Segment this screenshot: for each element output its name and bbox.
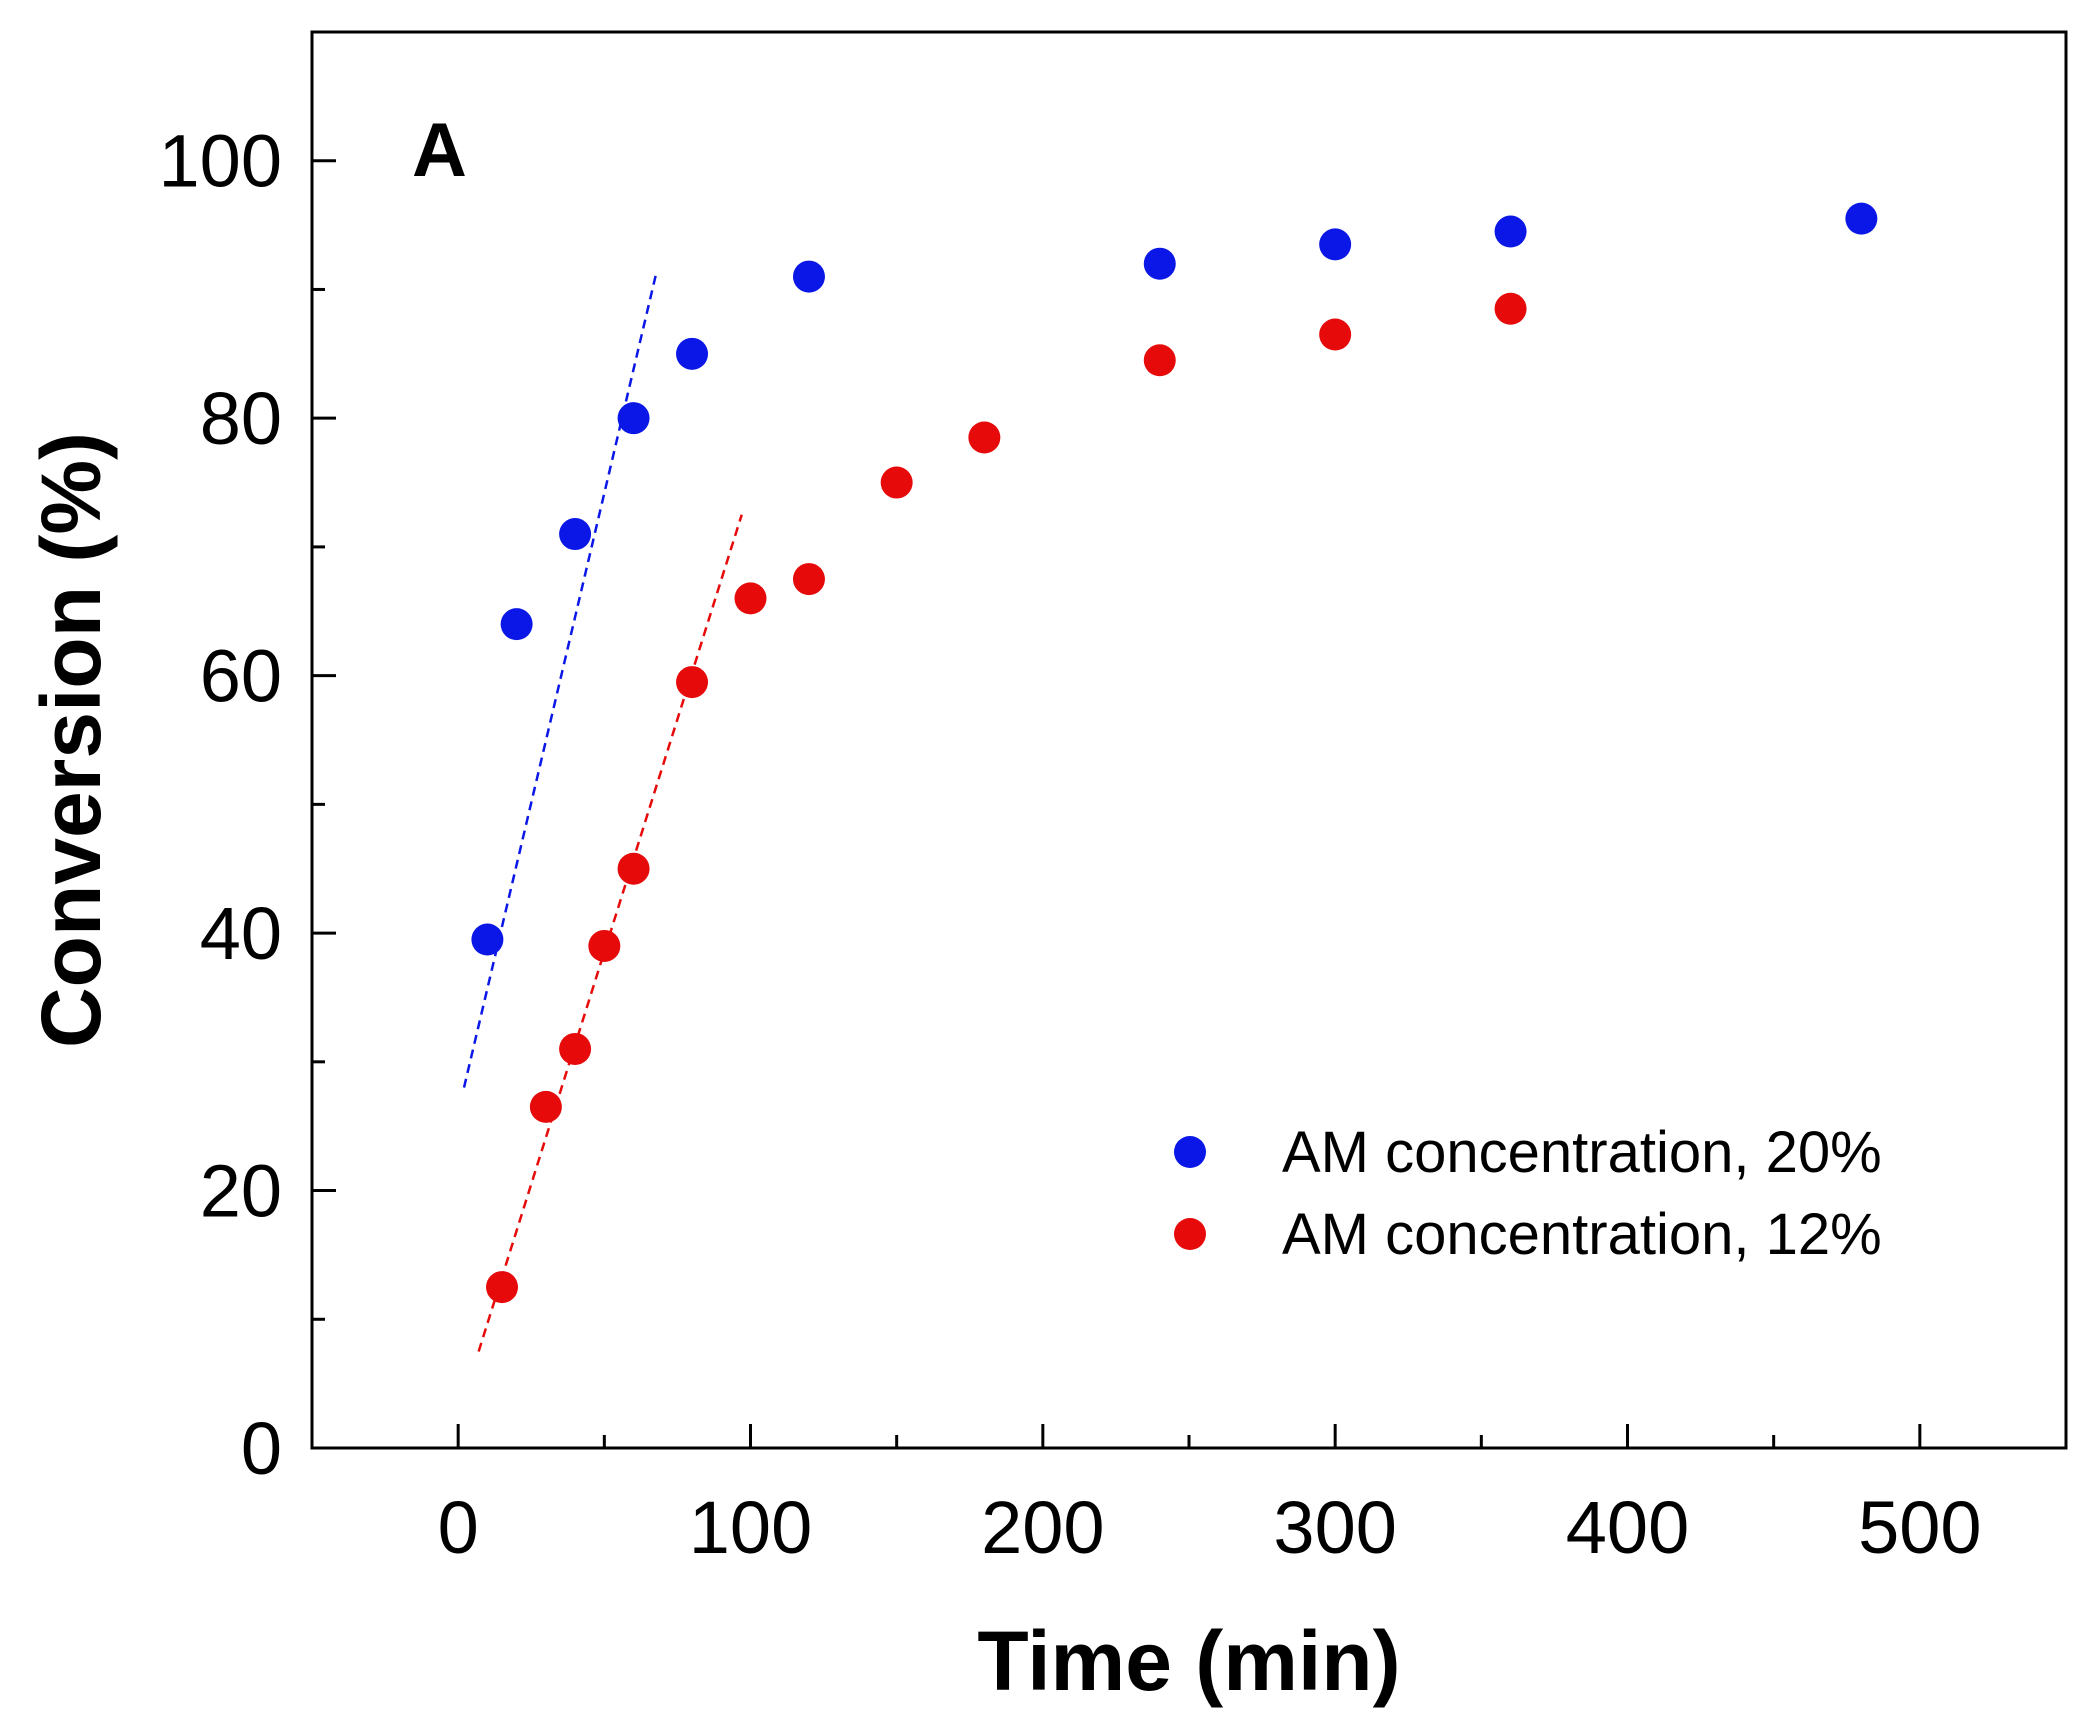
data-point-series-0 xyxy=(500,608,533,641)
data-point-series-1 xyxy=(676,666,709,699)
legend-marker-series-0 xyxy=(1174,1136,1206,1168)
y-tick-label: 100 xyxy=(159,120,282,203)
x-tick-label: 500 xyxy=(1858,1486,1981,1569)
data-point-series-1 xyxy=(529,1090,562,1123)
data-points xyxy=(471,202,1878,1304)
y-tick-label: 60 xyxy=(200,635,282,718)
y-axis-ticks: 0 20 40 60 80 100 xyxy=(159,120,336,1490)
y-axis-title: Conversion (%) xyxy=(24,432,118,1048)
x-tick-label: 200 xyxy=(981,1486,1104,1569)
data-point-series-1 xyxy=(588,929,621,962)
data-point-series-0 xyxy=(471,923,504,956)
data-point-series-1 xyxy=(1143,344,1176,377)
data-point-series-0 xyxy=(676,337,709,370)
y-tick-label: 20 xyxy=(200,1150,282,1233)
data-point-series-0 xyxy=(1845,202,1878,235)
y-tick-label: 80 xyxy=(200,377,282,460)
data-point-series-0 xyxy=(1494,215,1527,248)
data-point-series-1 xyxy=(880,466,913,499)
data-point-series-1 xyxy=(559,1032,592,1065)
fit-line-series-0 xyxy=(462,269,659,1088)
data-point-series-0 xyxy=(1319,228,1352,261)
data-point-series-1 xyxy=(1319,318,1352,351)
data-point-series-1 xyxy=(968,421,1001,454)
fit-lines xyxy=(462,269,743,1352)
y-tick-label: 0 xyxy=(241,1407,282,1490)
legend-label-series-1: AM concentration, 12% xyxy=(1282,1202,1882,1267)
data-point-series-1 xyxy=(792,563,825,596)
data-point-series-0 xyxy=(1143,247,1176,280)
legend: AM concentration, 20% AM concentration, 1… xyxy=(1174,1120,1882,1267)
data-point-series-1 xyxy=(734,582,767,615)
legend-marker-series-1 xyxy=(1174,1218,1206,1250)
data-point-series-1 xyxy=(1494,292,1527,325)
data-point-series-0 xyxy=(559,518,592,551)
y-tick-label: 40 xyxy=(200,892,282,975)
panel-label: A xyxy=(412,108,467,193)
x-tick-label: 0 xyxy=(438,1486,479,1569)
x-tick-label: 300 xyxy=(1273,1486,1396,1569)
x-axis-title: Time (min) xyxy=(977,1614,1400,1708)
x-tick-label: 400 xyxy=(1566,1486,1689,1569)
x-tick-label: 100 xyxy=(689,1486,812,1569)
legend-label-series-0: AM concentration, 20% xyxy=(1282,1120,1882,1185)
x-axis-ticks: 0 100 200 300 400 500 xyxy=(438,1424,1982,1569)
data-point-series-0 xyxy=(792,260,825,293)
data-point-series-1 xyxy=(486,1271,519,1304)
data-point-series-0 xyxy=(617,402,650,435)
data-point-series-1 xyxy=(617,852,650,885)
